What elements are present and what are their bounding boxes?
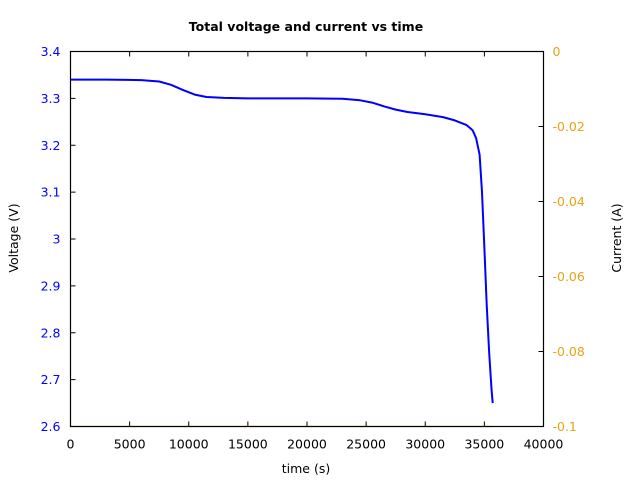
voltage-series-line	[70, 78, 494, 404]
y-tick-label: 2.8	[41, 325, 61, 340]
y-axis-label: Voltage (V)	[6, 203, 21, 272]
x-axis-ticks: 0 5000 10000 15000 20000 25000 30000 35000 40000	[67, 51, 564, 452]
y-tick-label: 2.7	[41, 372, 61, 387]
x-tick-label: 30000	[405, 437, 445, 452]
y-tick-label: 3.1	[41, 185, 61, 200]
plot-area-frame	[69, 50, 545, 428]
voltage-polyline	[70, 78, 494, 404]
x-tick-label: 15000	[228, 437, 268, 452]
y-axis-ticks: 2.6 2.7 2.8 2.9 3 3.1 3.2 3.3 3.4	[41, 44, 76, 434]
x-tick-label: 10000	[169, 437, 209, 452]
x-tick-label: 5000	[114, 437, 146, 452]
y-tick-label: 2.9	[41, 278, 61, 293]
y-tick-label: 3	[53, 232, 61, 247]
x-tick-label: 35000	[464, 437, 504, 452]
y-tick-label: 2.6	[41, 419, 61, 434]
y2-tick-label: -0.02	[553, 119, 585, 134]
x-tick-label: 40000	[524, 437, 564, 452]
y2-tick-label: 0	[553, 44, 561, 59]
x-tick-label: 25000	[346, 437, 386, 452]
x-tick-label: 20000	[287, 437, 327, 452]
y2-axis-ticks: -0.1 -0.08 -0.06 -0.04 -0.02 0	[538, 44, 585, 434]
y2-tick-label: -0.08	[553, 344, 585, 359]
y2-axis-label: Current (A)	[609, 203, 624, 272]
y2-tick-label: -0.06	[553, 269, 585, 284]
y2-tick-label: -0.04	[553, 194, 585, 209]
chart-title: Total voltage and current vs time	[189, 19, 423, 34]
x-axis-label: time (s)	[282, 461, 330, 476]
y2-tick-label: -0.1	[553, 419, 577, 434]
x-tick-label: 0	[67, 437, 75, 452]
y-tick-label: 3.2	[41, 138, 61, 153]
y-tick-label: 3.3	[41, 91, 61, 106]
y-tick-label: 3.4	[41, 44, 61, 59]
